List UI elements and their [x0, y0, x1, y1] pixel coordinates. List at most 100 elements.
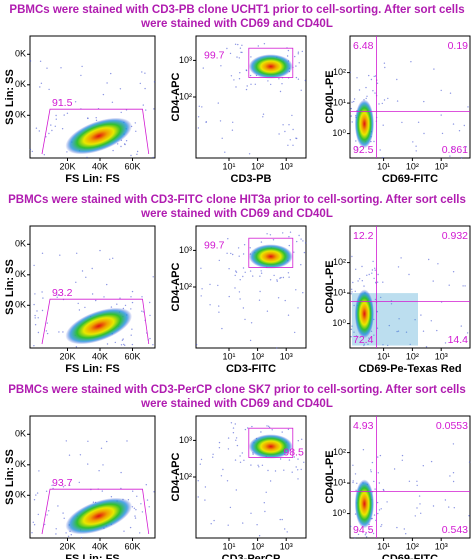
x-tick-label: 40K [92, 541, 108, 551]
event-dot [460, 325, 462, 327]
event-dot [452, 271, 455, 273]
event-dot [415, 145, 417, 147]
event-dot [387, 344, 389, 347]
event-dot [351, 325, 353, 327]
event-dot [350, 115, 352, 117]
event-dot [430, 320, 432, 322]
event-dot [55, 118, 57, 120]
event-dot [132, 490, 134, 492]
event-dot [250, 56, 252, 58]
event-dot [288, 459, 291, 461]
event-dot [77, 302, 79, 305]
event-dot [371, 461, 374, 464]
event-dot [257, 45, 259, 47]
y-tick-label: 0K [15, 239, 26, 249]
gate-value: 93.7 [52, 477, 73, 489]
event-dot [410, 61, 412, 63]
event-dot [401, 121, 403, 124]
event-dot [231, 129, 234, 131]
event-dot [232, 427, 235, 429]
event-dot [32, 521, 34, 523]
event-dot [372, 532, 375, 535]
event-dot [414, 319, 416, 321]
x-tick-label: 10³ [280, 351, 293, 361]
event-dot [87, 440, 89, 442]
event-dot [31, 150, 33, 153]
event-dot [152, 344, 154, 346]
event-dot [237, 247, 240, 249]
y-tick-label: 10⁰ [332, 508, 346, 518]
event-dot [124, 304, 127, 307]
event-dot [279, 518, 281, 521]
event-dot [106, 343, 109, 345]
event-dot [382, 124, 384, 126]
event-dot [239, 461, 242, 463]
event-dot [303, 251, 306, 254]
event-dot [432, 505, 435, 507]
event-dot [350, 525, 352, 528]
x-axis-label: CD69-FITC [382, 553, 438, 559]
event-dot [350, 107, 352, 110]
event-dot [201, 106, 203, 108]
event-dot [34, 293, 36, 295]
event-dot [288, 244, 290, 247]
event-dot [415, 150, 417, 152]
event-dot [288, 124, 290, 126]
event-dot [249, 270, 252, 272]
y-tick-label: 0K [15, 300, 26, 310]
event-dot [48, 132, 50, 135]
event-dot [400, 257, 402, 259]
event-dot [59, 254, 61, 256]
event-dot [270, 83, 272, 86]
event-dot [80, 537, 83, 539]
event-dot [354, 290, 356, 292]
event-dot [217, 102, 219, 104]
event-dot [227, 437, 230, 439]
event-dot [376, 281, 379, 283]
event-dot [361, 265, 363, 268]
event-dot [134, 515, 136, 517]
event-dot [263, 502, 265, 504]
event-dot [57, 505, 59, 507]
event-dot [260, 270, 262, 272]
event-dot [235, 439, 237, 441]
quadrant-value: 0.543 [442, 524, 468, 536]
event-dot [272, 239, 275, 241]
quadrant-value: 6.48 [353, 40, 374, 52]
event-dot [356, 147, 358, 149]
event-dot [368, 273, 370, 276]
event-dot [293, 251, 295, 253]
y-axis-label: CD4-APC [170, 73, 182, 122]
event-dot [209, 304, 211, 306]
event-dot [369, 528, 371, 531]
y-tick-label: 10² [179, 471, 192, 481]
event-dot [221, 327, 223, 330]
event-dot [373, 75, 375, 78]
event-dot [242, 275, 244, 278]
event-dot [351, 291, 353, 293]
panel-title: were stained with CD69 and CD40L [140, 208, 333, 220]
event-dot [437, 263, 439, 265]
event-dot [239, 455, 241, 457]
event-dot [142, 104, 144, 106]
event-dot [302, 292, 304, 294]
event-dot [249, 74, 252, 77]
y-axis-label: SS Lin: SS [4, 449, 16, 505]
event-dot [95, 299, 97, 302]
event-dot [297, 458, 299, 460]
event-dot [405, 533, 407, 535]
event-dot [139, 82, 141, 85]
event-dot [218, 311, 220, 313]
event-dot [352, 481, 354, 484]
event-dot [352, 281, 354, 284]
event-dot [131, 343, 134, 346]
event-dot [370, 471, 372, 473]
event-dot [432, 280, 434, 282]
event-dot [80, 74, 82, 77]
y-tick-label: 10² [179, 91, 192, 101]
event-dot [70, 534, 73, 536]
event-dot [397, 266, 400, 268]
event-dot [95, 119, 98, 122]
event-dot [236, 56, 238, 58]
event-dot [87, 463, 89, 465]
